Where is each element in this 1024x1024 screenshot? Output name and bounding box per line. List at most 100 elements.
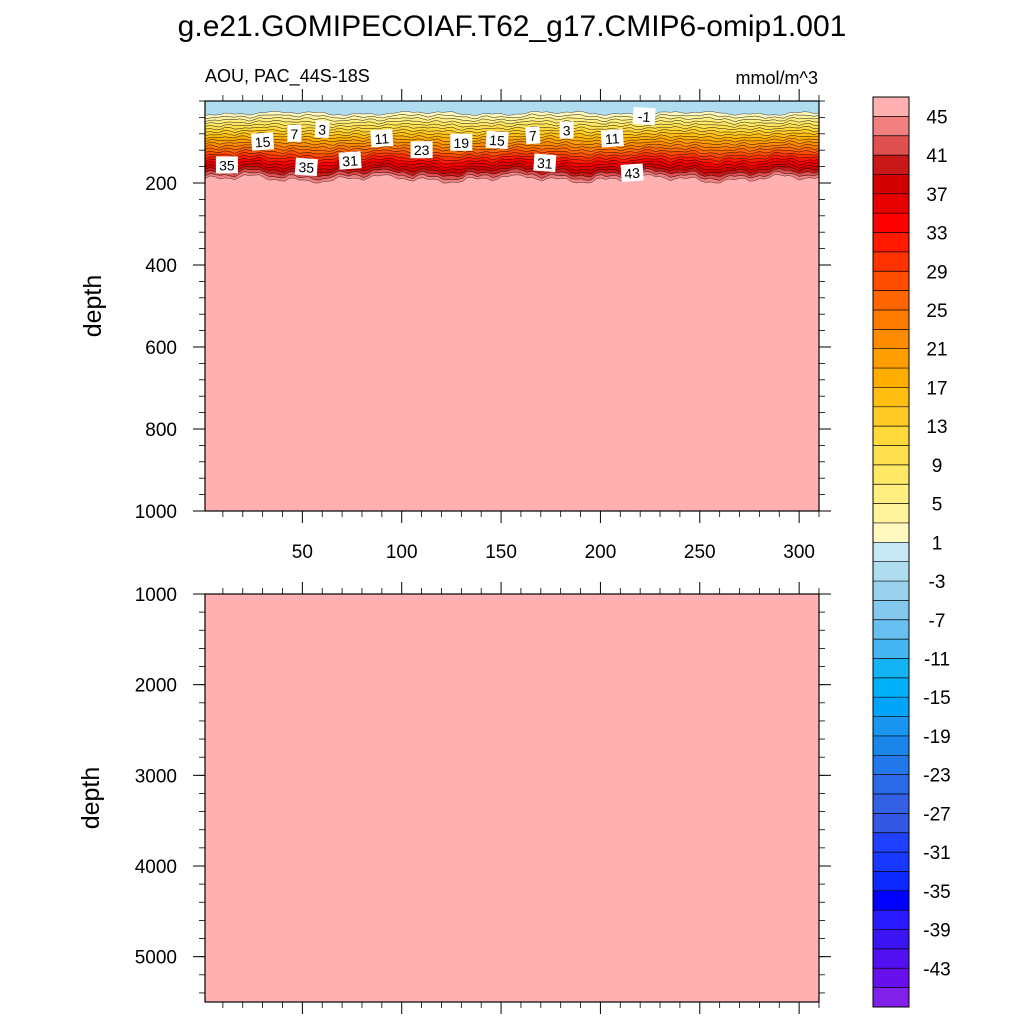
colorbar-swatch [873,561,909,582]
upper-panel: AOU, PAC_44S-18S mmol/m^3 15 7 3 11 19 15 7 3 -1… [79,66,831,563]
contour-label: 35 [294,157,318,177]
contour-label-text: 35 [298,159,315,176]
colorbar-label: -31 [923,843,950,864]
lower-ticks: 1000 2000 3000 4000 5000 [135,582,831,1014]
colorbar-label: 45 [926,107,947,128]
lower-panel: 1000 2000 3000 4000 5000 depth [77,582,831,1014]
contour-label-text: 19 [454,135,470,151]
colorbar-swatch [873,987,909,1008]
contour-label: 15 [250,132,275,151]
x-tick-label: 50 [292,542,313,563]
upper-contour-bands [204,101,820,184]
contour-label: 11 [370,128,394,148]
colorbar-swatch [873,97,909,117]
colorbar-swatch [873,290,909,311]
colorbar-swatch [873,929,909,950]
colorbar-swatch [873,348,909,369]
colorbar-swatch [873,755,909,776]
contour-label-box [338,151,362,170]
colorbar-swatch [873,677,909,698]
colorbar-label: -27 [923,804,950,825]
colorbar-swatch [873,774,909,795]
upper-ticks: 200 400 600 800 1000 50 100 150 200 250 300 [135,89,831,563]
colorbar: 45 41 37 33 29 25 21 17 13 9 5 1 -3 -7 -11 -15 -19 -23 -27… [872,96,951,1008]
colorbar-swatch [873,716,909,737]
x-tick-label: 300 [783,542,815,563]
colorbar-label: 1 [932,533,943,554]
surface-layer [205,101,819,116]
colorbar-swatch [873,852,909,872]
y-tick-label: 400 [145,256,177,277]
colorbar-swatch [873,484,909,504]
contour-label: 35 [215,156,238,174]
contour-label: 19 [450,133,473,151]
contour-label: 3 [559,121,574,139]
contour-label-box [370,128,394,148]
y-tick-label: 2000 [135,676,177,697]
contour-label: 11 [600,128,624,148]
colorbar-label: -3 [929,572,946,593]
colorbar-label: -11 [924,650,950,671]
contour-label: -1 [632,106,656,126]
contour-label-box [620,163,644,182]
colorbar-label: -23 [923,766,950,787]
y-tick-label: 800 [145,420,177,441]
colorbar-swatch [873,329,909,350]
y-tick-label: 200 [145,174,177,195]
colorbar-swatch [873,426,909,446]
colorbar-swatch [873,581,909,601]
contour-label-box [294,157,318,177]
colorbar-swatch [873,619,909,640]
contour-label-text: 7 [291,126,299,142]
y-tick-label: 3000 [135,766,177,787]
x-tick-label: 250 [684,542,716,563]
contour-label-box [559,121,574,139]
upper-y-axis-label: depth [79,275,107,338]
contour-label-text: 11 [374,130,390,147]
contour-label-text: 35 [219,157,235,173]
contour-label: 7 [525,126,541,145]
colorbar-label: 17 [926,378,947,399]
colorbar-swatch [873,174,909,195]
colorbar-swatch [873,309,909,330]
colorbar-frame [872,96,910,1008]
x-tick-label: 100 [386,542,418,563]
contour-label: 3 [314,120,330,139]
colorbar-label: 21 [926,340,947,361]
contour-label-text: 7 [528,128,537,145]
contour-label-box [533,153,557,173]
colorbar-swatch [873,697,909,717]
colorbar-swatch [873,890,909,911]
contour-label: 31 [533,153,557,173]
colorbar-swatch [873,735,909,756]
colorbar-swatch [873,387,909,408]
colorbar-label: 29 [926,262,947,283]
colorbar-swatch [873,213,909,233]
contour-label-box [215,156,238,174]
lower-deep-fill [205,594,819,1002]
colorbar-swatch [873,251,909,272]
colorbar-swatch [873,232,909,253]
x-tick-label: 150 [485,542,517,563]
colorbar-label: 13 [926,417,947,438]
colorbar-swatch [873,794,909,814]
colorbar-label: -39 [923,921,950,942]
colorbar-swatch [873,542,909,563]
y-tick-label: 5000 [135,948,177,969]
contour-label-text: 15 [254,133,271,150]
colorbar-swatch [873,910,909,930]
contour-label-box [450,133,473,151]
contour-label-text: 11 [604,130,620,147]
colorbar-swatch [873,445,909,466]
contour-label-box [314,120,330,139]
colorbar-label: 5 [932,495,943,516]
y-tick-label: 1000 [135,585,177,606]
colorbar-label: 9 [932,456,943,477]
contour-label-box [287,124,302,142]
contour-label-text: 3 [318,121,327,138]
y-tick-label: 600 [145,338,177,359]
colorbar-swatch [873,832,909,853]
colorbar-label: -7 [929,611,946,632]
contour-label-text: 43 [624,165,641,182]
